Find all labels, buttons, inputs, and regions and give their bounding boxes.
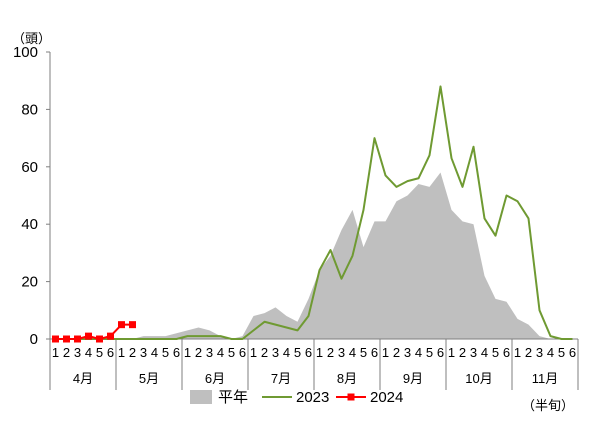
x-tick-label: 2 <box>393 345 400 360</box>
y-tick-label: 60 <box>21 159 38 176</box>
data-point-2024 <box>118 321 125 329</box>
legend-marker-2024 <box>347 393 355 401</box>
month-label: 11月 <box>532 371 559 386</box>
month-label: 10月 <box>465 371 492 386</box>
data-point-2024 <box>63 335 70 343</box>
month-label: 4月 <box>73 371 93 386</box>
x-tick-label: 6 <box>239 345 246 360</box>
y-tick-label: 80 <box>21 101 38 118</box>
data-point-2024 <box>96 335 103 343</box>
x-tick-label: 6 <box>437 345 444 360</box>
x-tick-label: 1 <box>316 345 323 360</box>
x-tick-label: 4 <box>547 345 554 360</box>
data-point-2024 <box>107 332 114 340</box>
y-axis-unit-label: （頭） <box>12 31 51 46</box>
x-tick-label: 1 <box>118 345 125 360</box>
data-point-2024 <box>74 335 81 343</box>
x-tick-label: 6 <box>371 345 378 360</box>
x-tick-label: 2 <box>327 345 334 360</box>
x-tick-label: 3 <box>74 345 81 360</box>
x-tick-label: 4 <box>217 345 224 360</box>
month-label: 7月 <box>271 371 291 386</box>
x-tick-label: 2 <box>261 345 268 360</box>
x-tick-label: 5 <box>96 345 103 360</box>
legend-label: 2024 <box>370 389 403 406</box>
data-point-2024 <box>129 321 136 329</box>
data-point-2024 <box>85 332 92 340</box>
month-label: 9月 <box>403 371 423 386</box>
x-tick-label: 3 <box>470 345 477 360</box>
x-tick-label: 4 <box>151 345 158 360</box>
x-tick-label: 5 <box>360 345 367 360</box>
x-tick-label: 6 <box>107 345 114 360</box>
x-tick-label: 3 <box>272 345 279 360</box>
month-label: 8月 <box>337 371 357 386</box>
legend-swatch-平年 <box>190 390 212 404</box>
data-point-2024 <box>52 335 59 343</box>
x-tick-label: 3 <box>140 345 147 360</box>
x-tick-label: 1 <box>448 345 455 360</box>
x-tick-label: 5 <box>228 345 235 360</box>
x-tick-label: 1 <box>184 345 191 360</box>
y-tick-label: 20 <box>21 274 38 291</box>
x-tick-label: 4 <box>283 345 290 360</box>
x-tick-label: 4 <box>415 345 422 360</box>
x-tick-label: 6 <box>503 345 510 360</box>
line-series-2023 <box>55 85 573 340</box>
y-tick-label: 40 <box>21 216 38 233</box>
x-tick-label: 6 <box>569 345 576 360</box>
x-tick-label: 2 <box>195 345 202 360</box>
x-tick-label: 3 <box>404 345 411 360</box>
legend-label: 平年 <box>218 389 248 406</box>
x-tick-label: 4 <box>85 345 92 360</box>
x-tick-label: 3 <box>338 345 345 360</box>
x-tick-label: 1 <box>250 345 257 360</box>
x-tick-label: 6 <box>305 345 312 360</box>
x-tick-label: 6 <box>173 345 180 360</box>
x-tick-label: 1 <box>514 345 521 360</box>
x-tick-label: 1 <box>382 345 389 360</box>
x-tick-label: 2 <box>459 345 466 360</box>
x-tick-label: 3 <box>536 345 543 360</box>
x-tick-label: 5 <box>162 345 169 360</box>
x-tick-label: 3 <box>206 345 213 360</box>
x-tick-label: 5 <box>558 345 565 360</box>
y-tick-label: 0 <box>30 331 38 348</box>
x-tick-label: 1 <box>52 345 59 360</box>
x-tick-label: 5 <box>492 345 499 360</box>
month-label: 6月 <box>205 371 225 386</box>
x-tick-label: 4 <box>349 345 356 360</box>
month-label: 5月 <box>139 371 159 386</box>
x-tick-label: 5 <box>426 345 433 360</box>
x-tick-label: 5 <box>294 345 301 360</box>
x-axis-unit-label: （半旬） <box>522 398 574 413</box>
area-series-heinen <box>55 172 573 339</box>
x-tick-label: 2 <box>63 345 70 360</box>
x-tick-label: 2 <box>525 345 532 360</box>
x-tick-label: 4 <box>481 345 488 360</box>
x-tick-label: 2 <box>129 345 136 360</box>
y-tick-label: 100 <box>13 44 38 61</box>
legend-label: 2023 <box>296 389 329 406</box>
